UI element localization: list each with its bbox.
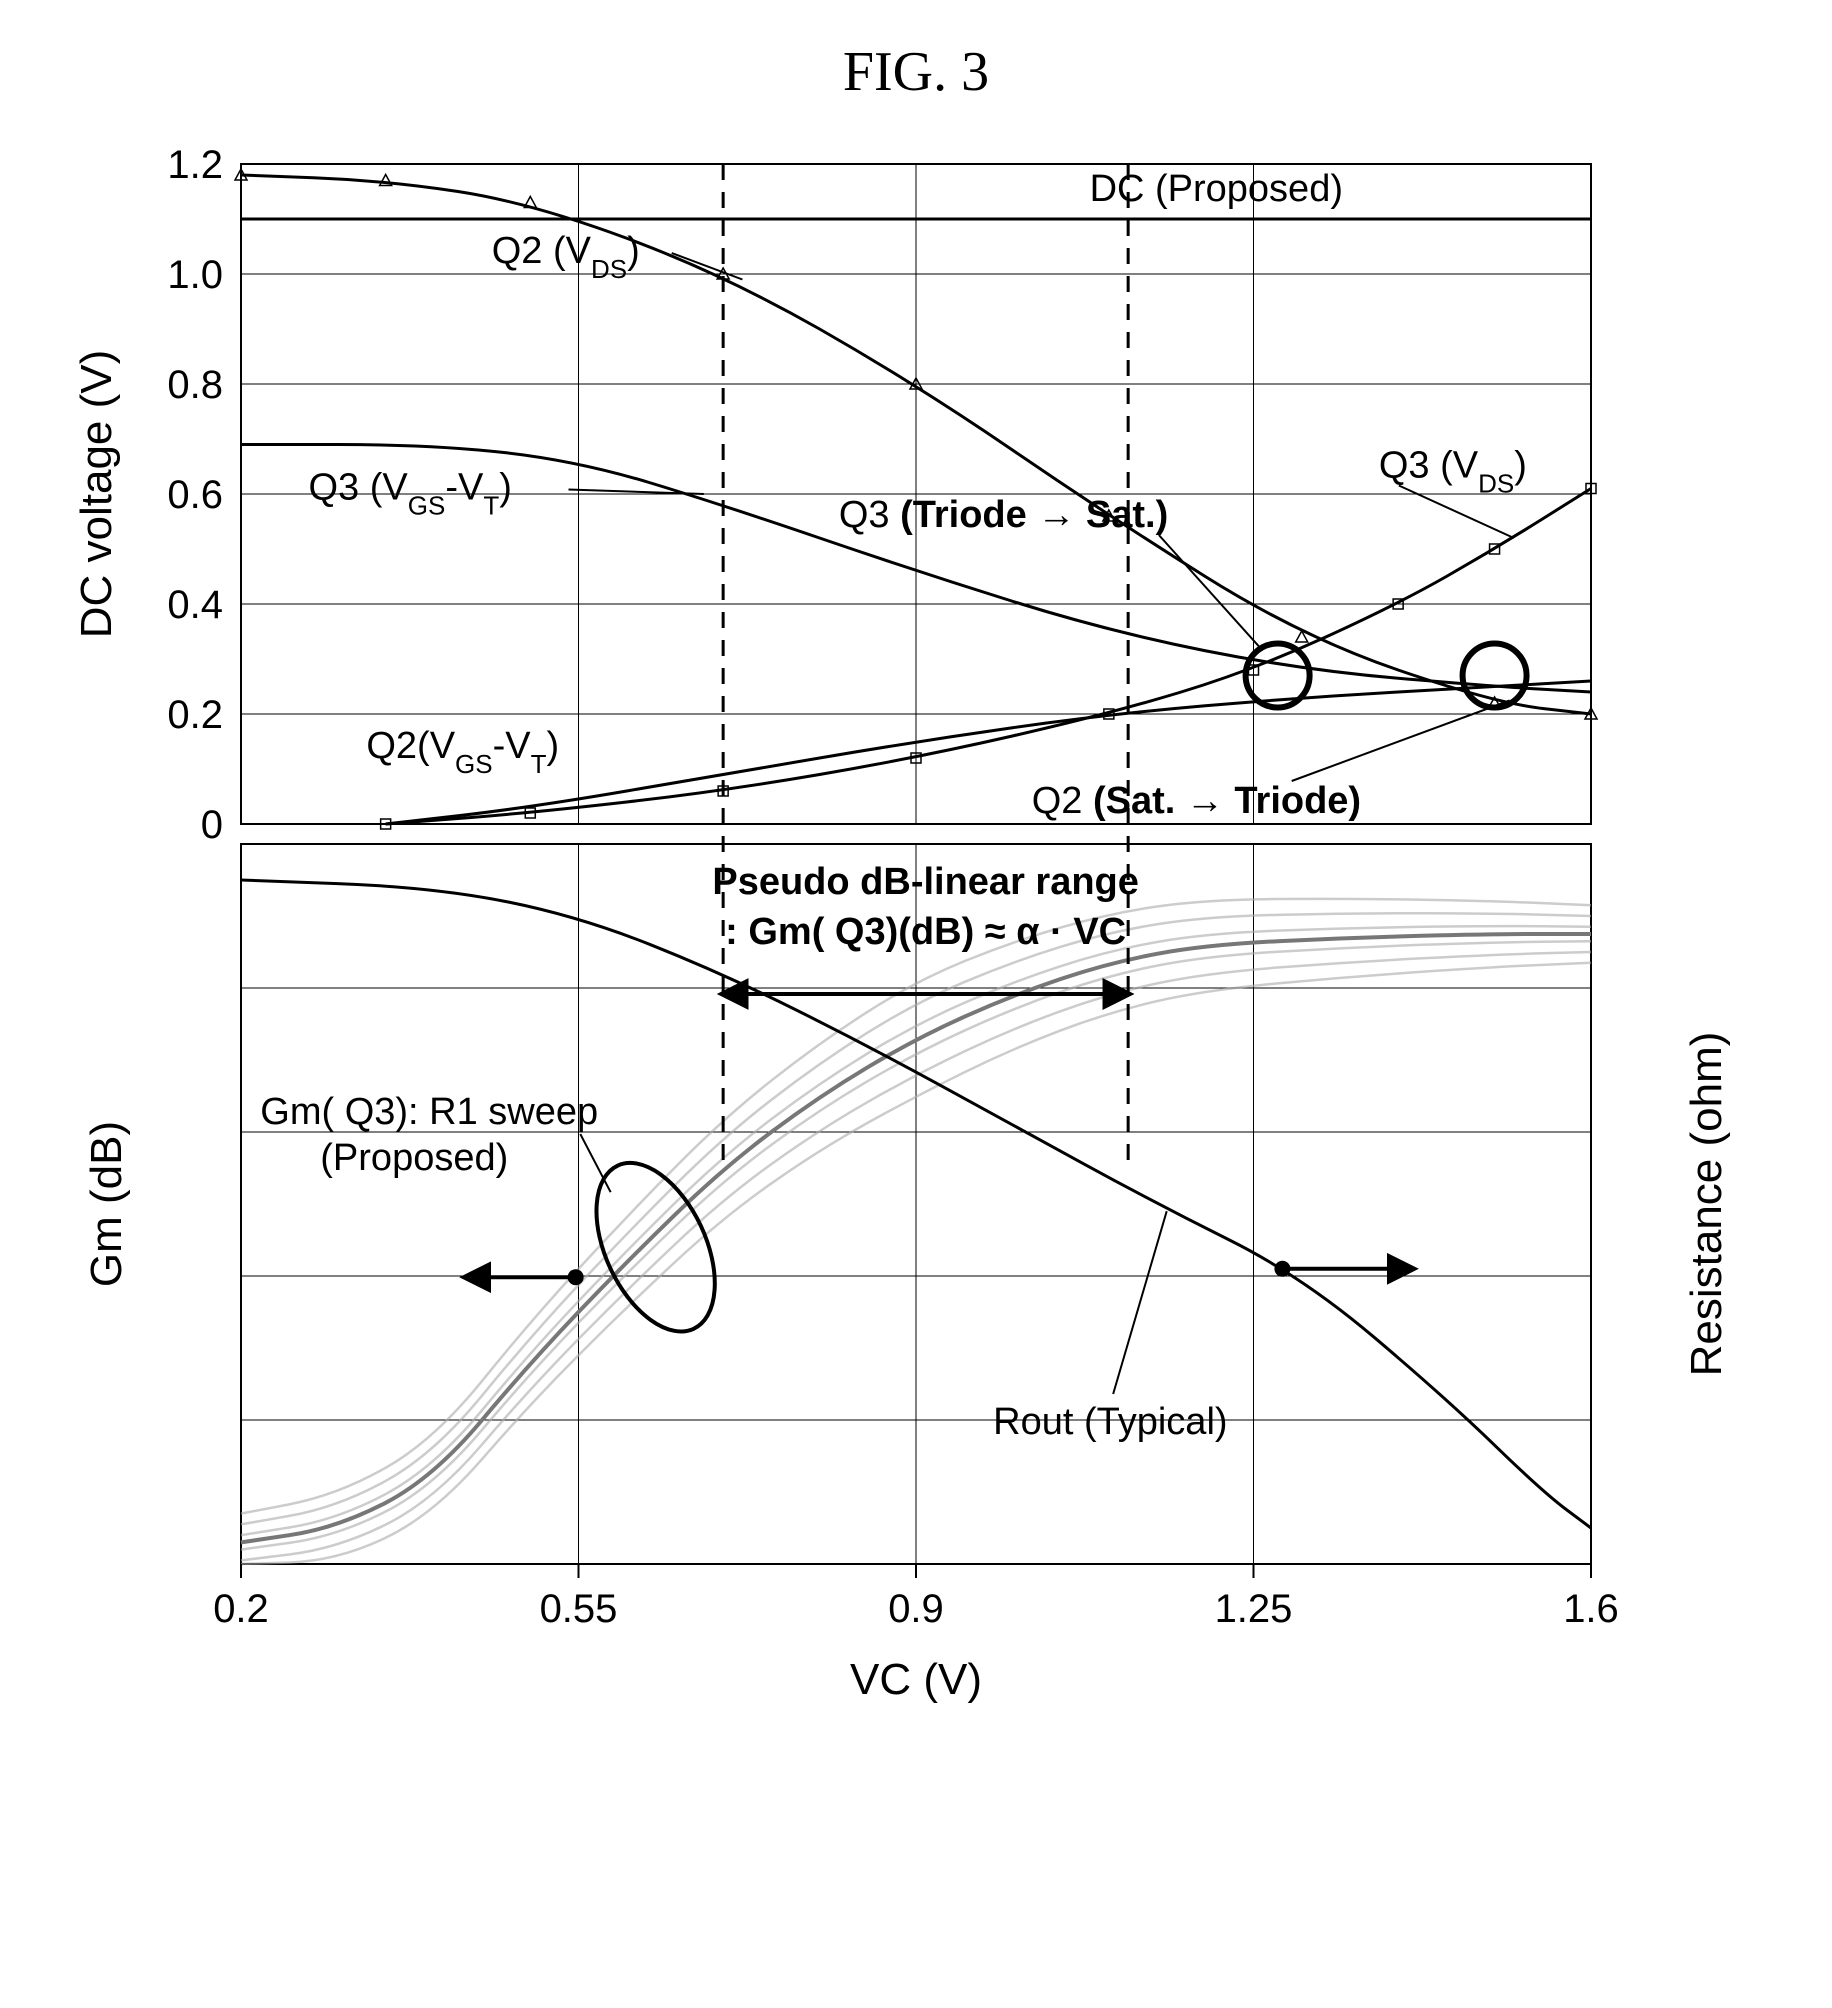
x-tick-label: 1.25 (1215, 1587, 1293, 1631)
curve-q2-vgs-vt (386, 681, 1591, 824)
pointer-gm-sweep (580, 1134, 610, 1192)
label-q3-triode-sat: Q3 (Triode → Sat.) (839, 494, 1168, 536)
chart-svg: 00.20.40.60.81.01.2DC voltage (V)DC (Pro… (41, 144, 1791, 1944)
pointer-rout (1113, 1211, 1167, 1394)
curve-q3-vds (386, 489, 1591, 825)
bottom-y-left-label: Gm (dB) (82, 1121, 131, 1287)
svg-text:0.4: 0.4 (167, 583, 223, 627)
label-gm-sweep-2: (Proposed) (320, 1137, 508, 1179)
figure-container: FIG. 3 0 0.2 0.4 0.6 0.8 1.0 1.2 DC voltage (V)… (41, 40, 1791, 1944)
figure-title: FIG. 3 (41, 40, 1791, 104)
svg-text:0.8: 0.8 (167, 363, 223, 407)
x-tick-label: 0.2 (213, 1587, 269, 1631)
label-pseudo-linear-1: Pseudo dB-linear range (712, 861, 1139, 903)
x-tick-label: 0.9 (888, 1587, 944, 1631)
label-pseudo-linear-2: : Gm( Q3)(dB) ≈ α · VC (725, 911, 1126, 953)
svg-text:0.2: 0.2 (167, 693, 223, 737)
top-y-axis-label: DC voltage (V) (72, 350, 121, 639)
x-axis-label: VC (V) (850, 1655, 982, 1704)
svg-text:0: 0 (201, 803, 223, 847)
label-q2-vgsvt: Q2(VGS-VT) (366, 725, 559, 779)
pointer-q2-sat-triode (1292, 701, 1510, 782)
svg-text:1.2: 1.2 (167, 144, 223, 187)
x-tick-label: 0.55 (540, 1587, 618, 1631)
x-tick-label: 1.6 (1563, 1587, 1619, 1631)
bottom-y-right-label: Resistance (ohm) (1682, 1032, 1731, 1377)
label-q2-sat-triode: Q2 (Sat. → Triode) (1032, 780, 1361, 822)
label-q2-vds: Q2 (VDS) (492, 230, 640, 284)
label-q3-vgsvt: Q3 (VGS-VT) (309, 467, 512, 521)
label-q3-vds: Q3 (VDS) (1379, 445, 1527, 499)
dot-gm-left (568, 1269, 584, 1285)
pointer-q3-triode-sat (1159, 535, 1263, 651)
chart-wrapper: 00.20.40.60.81.01.2DC voltage (V)DC (Pro… (41, 144, 1791, 1944)
label-rout: Rout (Typical) (993, 1401, 1227, 1443)
pointer-q2-vds (672, 253, 743, 280)
svg-text:0.6: 0.6 (167, 473, 223, 517)
label-gm-sweep-1: Gm( Q3): R1 sweep (260, 1091, 598, 1133)
svg-text:1.0: 1.0 (167, 253, 223, 297)
